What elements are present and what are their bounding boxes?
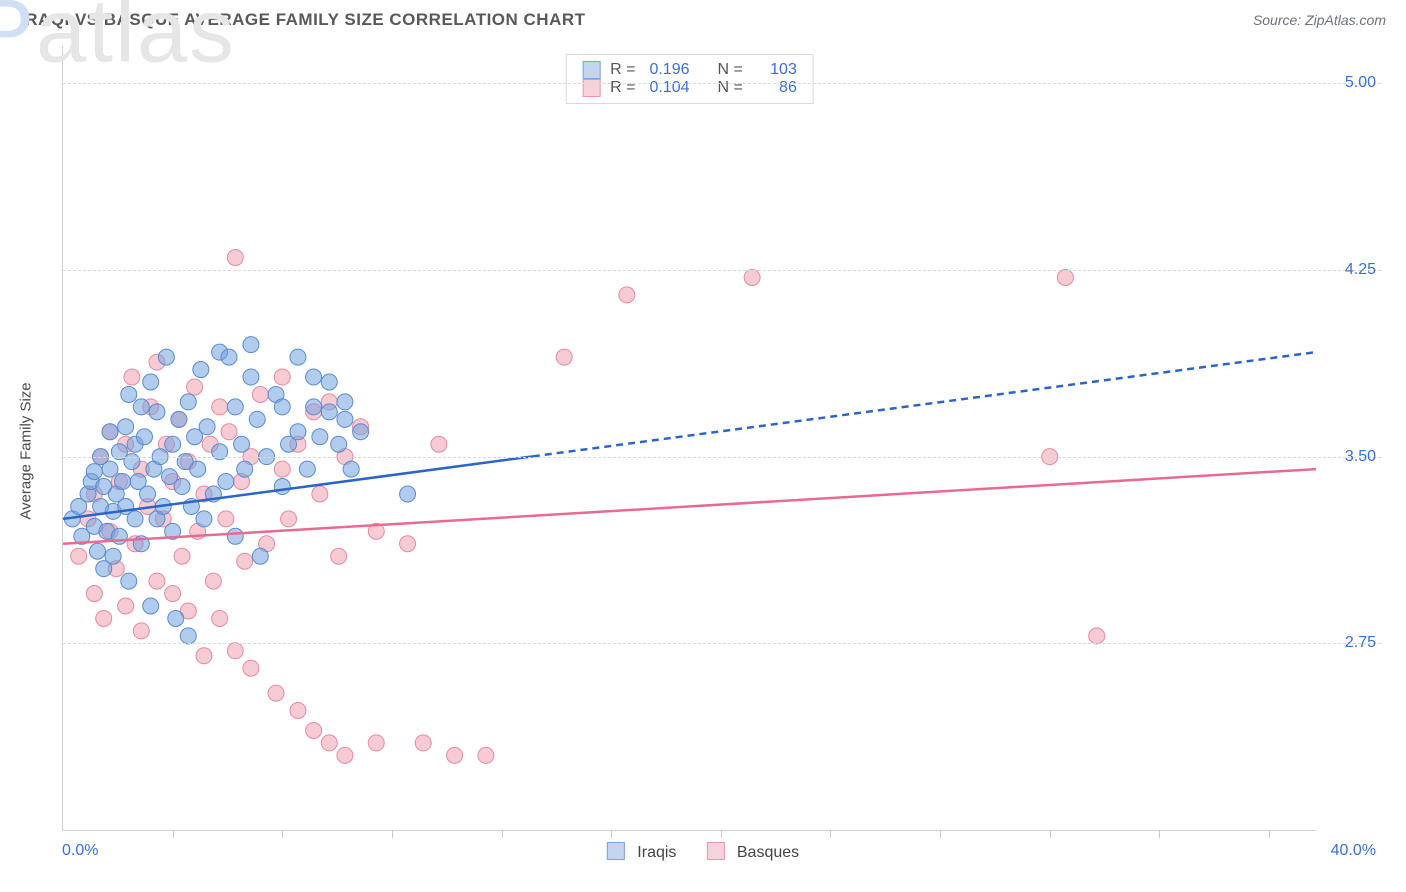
y-axis-label: Average Family Size <box>18 382 35 519</box>
r-label: R = <box>610 79 635 97</box>
legend-label-iraqis: Iraqis <box>637 844 676 861</box>
y-tick-label: 4.25 <box>1321 261 1376 279</box>
stats-row-iraqis: R = 0.196 N = 103 <box>582 61 797 79</box>
x-axis-start-label: 0.0% <box>62 842 98 860</box>
legend-item-basques: Basques <box>706 842 799 862</box>
stats-row-basques: R = 0.104 N = 86 <box>582 79 797 97</box>
x-axis-end-label: 40.0% <box>1331 842 1376 860</box>
chart-title: IRAQI VS BASQUE AVERAGE FAMILY SIZE CORR… <box>20 10 586 30</box>
swatch-basques <box>582 79 600 97</box>
swatch-basques <box>706 842 724 860</box>
y-tick-label: 5.00 <box>1321 74 1376 92</box>
source-attribution: Source: ZipAtlas.com <box>1253 12 1386 28</box>
y-tick-label: 2.75 <box>1321 634 1376 652</box>
y-tick-label: 3.50 <box>1321 448 1376 466</box>
swatch-iraqis <box>582 61 600 79</box>
chart-svg: ZIPatlas <box>63 46 1316 830</box>
swatch-iraqis <box>607 842 625 860</box>
legend-label-basques: Basques <box>737 844 799 861</box>
n-label: N = <box>718 79 743 97</box>
bottom-legend: Iraqis Basques <box>607 842 799 862</box>
n-value-basques: 86 <box>753 79 797 97</box>
legend-item-iraqis: Iraqis <box>607 842 677 862</box>
n-value-iraqis: 103 <box>753 61 797 79</box>
stats-legend-box: R = 0.196 N = 103 R = 0.104 N = 86 <box>565 54 814 104</box>
r-label: R = <box>610 61 635 79</box>
plot-area: ZIPatlas R = 0.196 N = 103 R = 0.104 N =… <box>62 46 1316 831</box>
r-value-iraqis: 0.196 <box>646 61 690 79</box>
n-label: N = <box>718 61 743 79</box>
chart-container: Average Family Size ZIPatlas R = 0.196 N… <box>20 36 1386 866</box>
r-value-basques: 0.104 <box>646 79 690 97</box>
